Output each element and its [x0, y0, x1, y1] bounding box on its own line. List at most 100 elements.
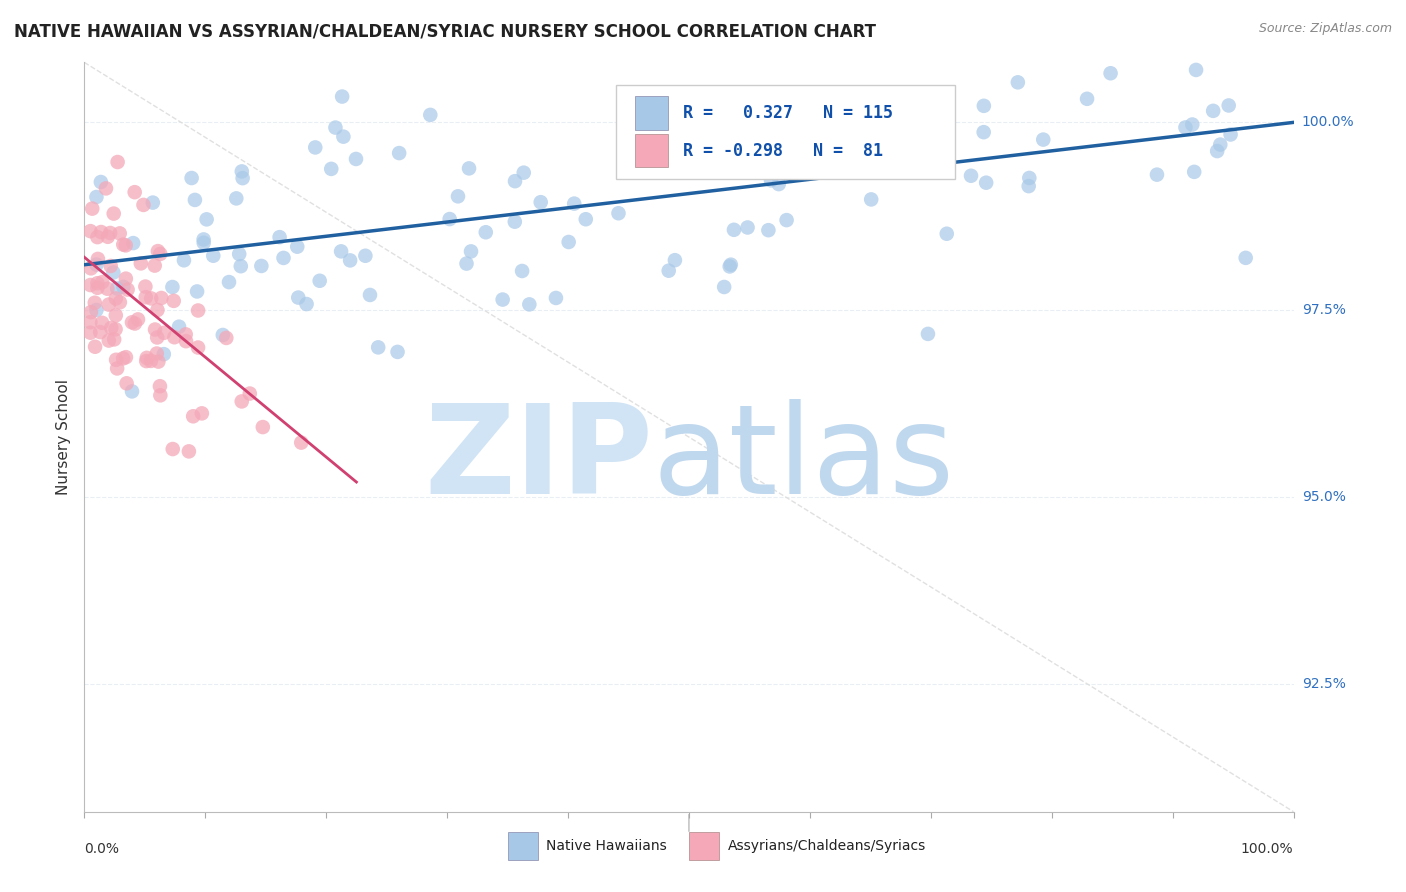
Point	[135, 290, 157, 304]
Point	[145, 346, 167, 360]
Point	[973, 99, 995, 113]
Point	[239, 386, 262, 401]
Point	[174, 334, 197, 348]
Point	[439, 212, 461, 227]
Text: 0.0%: 0.0%	[84, 842, 120, 856]
Point	[181, 409, 204, 424]
Point	[163, 330, 186, 344]
Point	[658, 263, 681, 277]
Point	[149, 388, 172, 402]
Point	[108, 227, 131, 241]
Point	[215, 331, 238, 345]
Point	[86, 277, 108, 291]
Bar	[634, 96, 668, 130]
Point	[304, 140, 326, 154]
Point	[1076, 92, 1098, 106]
Point	[607, 206, 630, 220]
Point	[153, 347, 176, 361]
Point	[231, 164, 253, 178]
Point	[763, 162, 786, 177]
Point	[720, 258, 742, 272]
Point	[915, 102, 938, 116]
Point	[917, 326, 939, 341]
Point	[149, 379, 172, 393]
Point	[162, 442, 184, 456]
Point	[252, 420, 274, 434]
Point	[91, 275, 114, 289]
Point	[121, 315, 143, 329]
Point	[191, 406, 214, 420]
Point	[98, 226, 121, 240]
Point	[367, 340, 389, 354]
Point	[456, 256, 478, 270]
Point	[100, 259, 122, 273]
Point	[150, 291, 173, 305]
Point	[517, 297, 540, 311]
Point	[231, 394, 253, 409]
Point	[1181, 118, 1204, 132]
Point	[100, 321, 122, 335]
Point	[290, 435, 312, 450]
Point	[97, 229, 120, 244]
Point	[825, 125, 848, 139]
Point	[173, 253, 195, 268]
Point	[269, 230, 291, 244]
Point	[718, 115, 741, 129]
Text: 95.0%: 95.0%	[1302, 490, 1346, 504]
Point	[503, 215, 526, 229]
Point	[129, 256, 152, 270]
Point	[141, 292, 163, 306]
Point	[143, 322, 166, 336]
Point	[325, 120, 347, 135]
Point	[1018, 171, 1040, 186]
Point	[1209, 137, 1232, 152]
Y-axis label: Nursery School: Nursery School	[56, 379, 72, 495]
Point	[146, 244, 169, 259]
Bar	[689, 832, 720, 861]
Point	[87, 252, 110, 266]
Point	[492, 293, 515, 307]
Point	[575, 212, 598, 227]
Point	[89, 325, 111, 339]
Point	[86, 281, 108, 295]
Point	[117, 283, 139, 297]
Point	[97, 297, 120, 311]
Point	[163, 293, 186, 308]
Point	[91, 316, 114, 330]
Point	[295, 297, 318, 311]
Point	[960, 169, 983, 183]
Point	[1219, 128, 1241, 142]
Point	[250, 259, 273, 273]
Point	[202, 249, 225, 263]
Point	[103, 332, 125, 346]
Point	[79, 278, 101, 293]
Text: Assyrians/Chaldeans/Syriacs: Assyrians/Chaldeans/Syriacs	[728, 839, 927, 853]
Point	[775, 213, 797, 227]
Point	[308, 274, 330, 288]
Point	[142, 195, 165, 210]
Point	[273, 251, 295, 265]
Point	[94, 181, 117, 195]
Point	[86, 230, 108, 244]
Point	[229, 259, 252, 273]
Point	[1146, 168, 1168, 182]
Text: R = -0.298   N =  81: R = -0.298 N = 81	[683, 142, 883, 160]
Point	[149, 247, 172, 261]
Text: Source: ZipAtlas.com: Source: ZipAtlas.com	[1258, 22, 1392, 36]
Point	[104, 322, 127, 336]
Point	[146, 303, 169, 318]
Point	[80, 261, 103, 276]
Point	[139, 354, 162, 368]
Point	[1234, 251, 1257, 265]
Point	[107, 155, 129, 169]
Text: R =   0.327   N = 115: R = 0.327 N = 115	[683, 104, 893, 122]
Point	[115, 271, 138, 285]
Point	[512, 166, 534, 180]
Point	[108, 295, 131, 310]
Point	[127, 312, 149, 326]
Point	[124, 185, 146, 199]
Point	[122, 236, 145, 251]
Text: 100.0%: 100.0%	[1241, 842, 1294, 856]
Point	[193, 235, 215, 250]
Point	[225, 191, 247, 205]
